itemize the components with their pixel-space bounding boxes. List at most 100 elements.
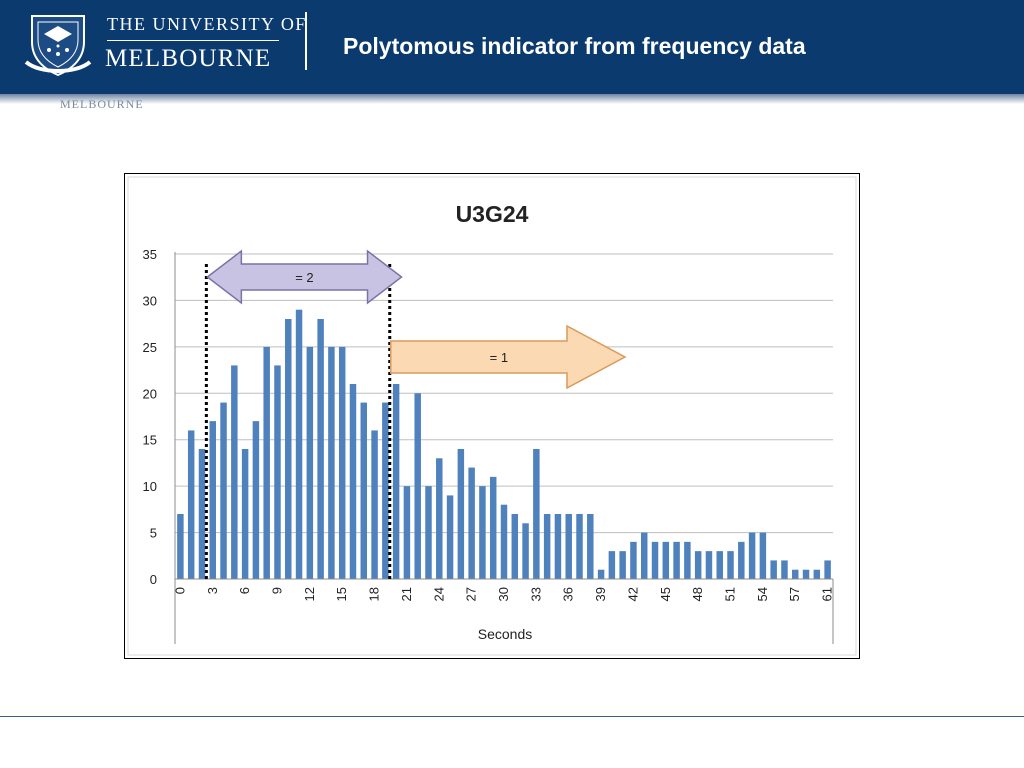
x-tick-label: 6 — [237, 587, 252, 594]
bar — [640, 532, 648, 579]
annotations: = 2 = 1 — [206, 249, 627, 390]
bar — [457, 449, 465, 579]
logo-rule — [107, 40, 279, 41]
x-tick-label: 30 — [496, 587, 511, 601]
university-crest-icon — [24, 15, 92, 77]
bar — [694, 551, 702, 579]
y-tick-label: 10 — [143, 479, 157, 494]
bar — [770, 560, 777, 579]
y-tick-label: 0 — [150, 572, 157, 587]
annotation-label-1: = 1 — [490, 350, 508, 365]
y-tick-label: 5 — [150, 526, 157, 541]
bar — [489, 476, 497, 579]
header-bar: THE UNIVERSITY OF MELBOURNE Polytomous i… — [0, 0, 1024, 94]
bar — [824, 560, 831, 579]
bar — [792, 569, 799, 579]
bar — [274, 365, 281, 579]
x-tick-label: 36 — [561, 587, 576, 601]
bar — [252, 421, 260, 579]
university-name-line-2: MELBOURNE — [105, 45, 272, 72]
bar — [403, 486, 411, 579]
x-tick-label: 61 — [820, 587, 835, 601]
x-tick-label: 51 — [723, 587, 738, 601]
bar — [468, 467, 475, 579]
bar — [500, 504, 508, 579]
bar — [673, 541, 680, 579]
right-arrow-icon — [389, 324, 627, 390]
bar — [522, 523, 529, 579]
bar — [349, 384, 357, 579]
bars — [177, 309, 831, 579]
bar — [738, 541, 745, 579]
y-tick-label: 35 — [143, 247, 157, 262]
bar — [414, 393, 421, 579]
bar — [684, 541, 691, 579]
bar — [533, 449, 540, 579]
annotation-label-2: = 2 — [295, 270, 313, 285]
bar — [446, 495, 454, 579]
x-tick-label: 27 — [464, 587, 479, 601]
x-tick-label: 15 — [334, 587, 349, 601]
bar — [619, 551, 626, 579]
y-tick-label: 25 — [143, 340, 157, 355]
bar — [781, 560, 788, 579]
bar — [651, 541, 659, 579]
x-tick-label: 0 — [172, 587, 187, 594]
bar — [198, 449, 206, 579]
chart-frame: U3G24 0 5 10 15 20 25 30 35 0 3 6 9 12 15 18 21 24 27 30 33… — [124, 173, 860, 659]
x-tick-label: 21 — [399, 587, 414, 601]
bar — [587, 514, 594, 579]
bar — [543, 514, 551, 579]
header-shadow — [0, 94, 1024, 104]
bar — [479, 486, 486, 579]
x-tick-label: 45 — [658, 587, 673, 601]
university-name-line-1: THE UNIVERSITY OF — [107, 14, 307, 34]
bar — [565, 514, 572, 579]
header-divider — [305, 12, 307, 70]
bar — [630, 541, 637, 579]
y-tick-label: 30 — [143, 293, 157, 308]
bar — [802, 569, 810, 579]
bar — [759, 532, 767, 579]
bar — [231, 365, 238, 579]
bar — [371, 430, 378, 579]
double-arrow-icon — [206, 249, 403, 305]
x-axis-label: Seconds — [478, 626, 532, 642]
bar — [328, 346, 335, 579]
bar — [392, 384, 400, 579]
bar — [597, 569, 605, 579]
x-tick-label: 54 — [755, 587, 770, 601]
bar — [187, 430, 195, 579]
page-title: Polytomous indicator from frequency data — [343, 33, 806, 59]
chart-title: U3G24 — [456, 201, 529, 227]
bar — [306, 346, 314, 579]
bar — [209, 421, 216, 579]
footer-rule — [0, 716, 1024, 717]
bar — [576, 514, 583, 579]
bar — [813, 569, 821, 579]
bar — [748, 532, 756, 579]
bar — [662, 541, 670, 579]
bar — [220, 402, 227, 579]
bar — [241, 449, 249, 579]
bar — [263, 346, 270, 579]
x-tick-label: 3 — [205, 587, 220, 594]
bar — [382, 402, 389, 579]
bar — [436, 458, 443, 579]
bar — [285, 319, 292, 579]
x-tick-label: 12 — [302, 587, 317, 601]
bar — [554, 514, 562, 579]
y-tick-label: 20 — [143, 386, 157, 401]
x-tick-label: 33 — [528, 587, 543, 601]
markers — [204, 264, 392, 579]
x-tick-label: 57 — [787, 587, 802, 601]
ghost-watermark-text: MELBOURNE — [60, 97, 144, 111]
bar — [716, 551, 723, 579]
x-tick-label: 9 — [269, 587, 284, 594]
bar — [425, 486, 432, 579]
bar — [608, 551, 616, 579]
bar — [317, 319, 324, 579]
bar — [295, 309, 303, 579]
